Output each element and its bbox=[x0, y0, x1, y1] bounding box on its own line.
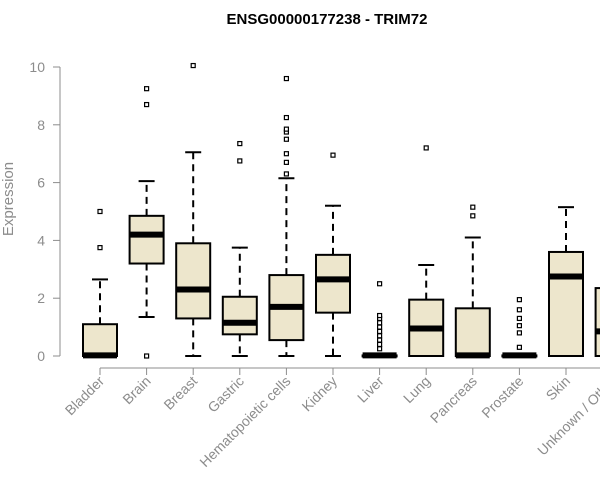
outlier-point bbox=[237, 158, 243, 164]
outlier-point bbox=[283, 159, 289, 165]
outlier-point bbox=[377, 333, 383, 339]
x-tick-label: Skin bbox=[543, 373, 574, 404]
outlier-point bbox=[516, 344, 523, 350]
outlier-point bbox=[377, 281, 383, 287]
box-bladder bbox=[82, 208, 118, 359]
y-tick-label: 2 bbox=[37, 290, 45, 306]
outlier-point bbox=[516, 307, 523, 313]
x-tick-label: Lung bbox=[400, 373, 433, 406]
box-lung bbox=[408, 145, 445, 357]
outlier-point bbox=[283, 151, 289, 157]
outlier-point bbox=[377, 341, 383, 348]
chart-title: ENSG00000177238 - TRIM72 bbox=[227, 11, 428, 28]
x-tick-label: Prostate bbox=[478, 373, 526, 421]
x-tick-label: Liver bbox=[354, 373, 387, 406]
x-tick-label: Kidney bbox=[299, 373, 341, 415]
box-pancreas bbox=[454, 204, 491, 359]
y-axis-label: Expression bbox=[0, 162, 17, 236]
outlier-point bbox=[283, 126, 289, 132]
outlier-point bbox=[470, 204, 476, 210]
outlier-point bbox=[516, 297, 523, 303]
outlier-point bbox=[377, 328, 383, 335]
outlier-point bbox=[516, 315, 523, 322]
outlier-point bbox=[144, 101, 150, 108]
y-axis: 0 2 4 6 8 10 bbox=[29, 59, 61, 364]
iqr-box bbox=[82, 323, 118, 357]
outlier-point bbox=[190, 62, 196, 69]
outlier-point bbox=[144, 353, 150, 359]
iqr-box bbox=[221, 295, 258, 336]
iqr-box bbox=[548, 250, 584, 358]
outlier-point bbox=[377, 346, 383, 352]
outlier-point bbox=[516, 330, 523, 336]
y-tick-label: 10 bbox=[29, 59, 45, 75]
box-gastric bbox=[221, 140, 258, 357]
y-tick-label: 4 bbox=[37, 232, 45, 248]
y-tick-label: 8 bbox=[37, 117, 45, 133]
box-series bbox=[82, 62, 600, 359]
outlier-point bbox=[377, 312, 383, 319]
y-tick-label: 0 bbox=[37, 348, 45, 364]
x-tick-label: Gastric bbox=[204, 373, 247, 416]
iqr-box bbox=[315, 253, 351, 314]
x-tick-label: Brain bbox=[119, 373, 153, 407]
outlier-point bbox=[283, 75, 289, 82]
x-tick-label: Breast bbox=[160, 373, 200, 413]
box-hematopoietic-cells bbox=[268, 75, 305, 357]
outlier-point bbox=[283, 171, 289, 177]
x-tick-label: Pancreas bbox=[427, 373, 480, 426]
outlier-point bbox=[330, 152, 336, 158]
iqr-box bbox=[454, 307, 491, 358]
outlier-point bbox=[377, 324, 383, 330]
box-liver bbox=[361, 281, 398, 359]
outlier-point bbox=[377, 337, 383, 343]
outlier-point bbox=[97, 245, 103, 251]
outlier-point bbox=[283, 136, 289, 142]
outlier-point bbox=[283, 114, 289, 121]
y-tick-label: 6 bbox=[37, 175, 45, 191]
outlier-point bbox=[237, 140, 243, 147]
box-brain bbox=[128, 86, 165, 359]
box-breast bbox=[175, 62, 212, 357]
outlier-point bbox=[516, 323, 523, 329]
box-kidney bbox=[315, 152, 351, 357]
outlier-point bbox=[377, 320, 383, 326]
iqr-box bbox=[594, 287, 600, 357]
outlier-point bbox=[470, 213, 476, 219]
x-tick-label: Hematopoietic cells bbox=[196, 373, 293, 470]
outlier-point bbox=[423, 145, 429, 151]
box-unknown-other bbox=[594, 287, 600, 357]
iqr-box bbox=[128, 214, 165, 265]
box-prostate bbox=[501, 297, 538, 359]
x-tick-label: Bladder bbox=[62, 373, 108, 419]
outlier-point bbox=[97, 208, 103, 215]
box-skin bbox=[548, 206, 584, 358]
iqr-box bbox=[175, 242, 212, 320]
outlier-point bbox=[144, 86, 150, 92]
